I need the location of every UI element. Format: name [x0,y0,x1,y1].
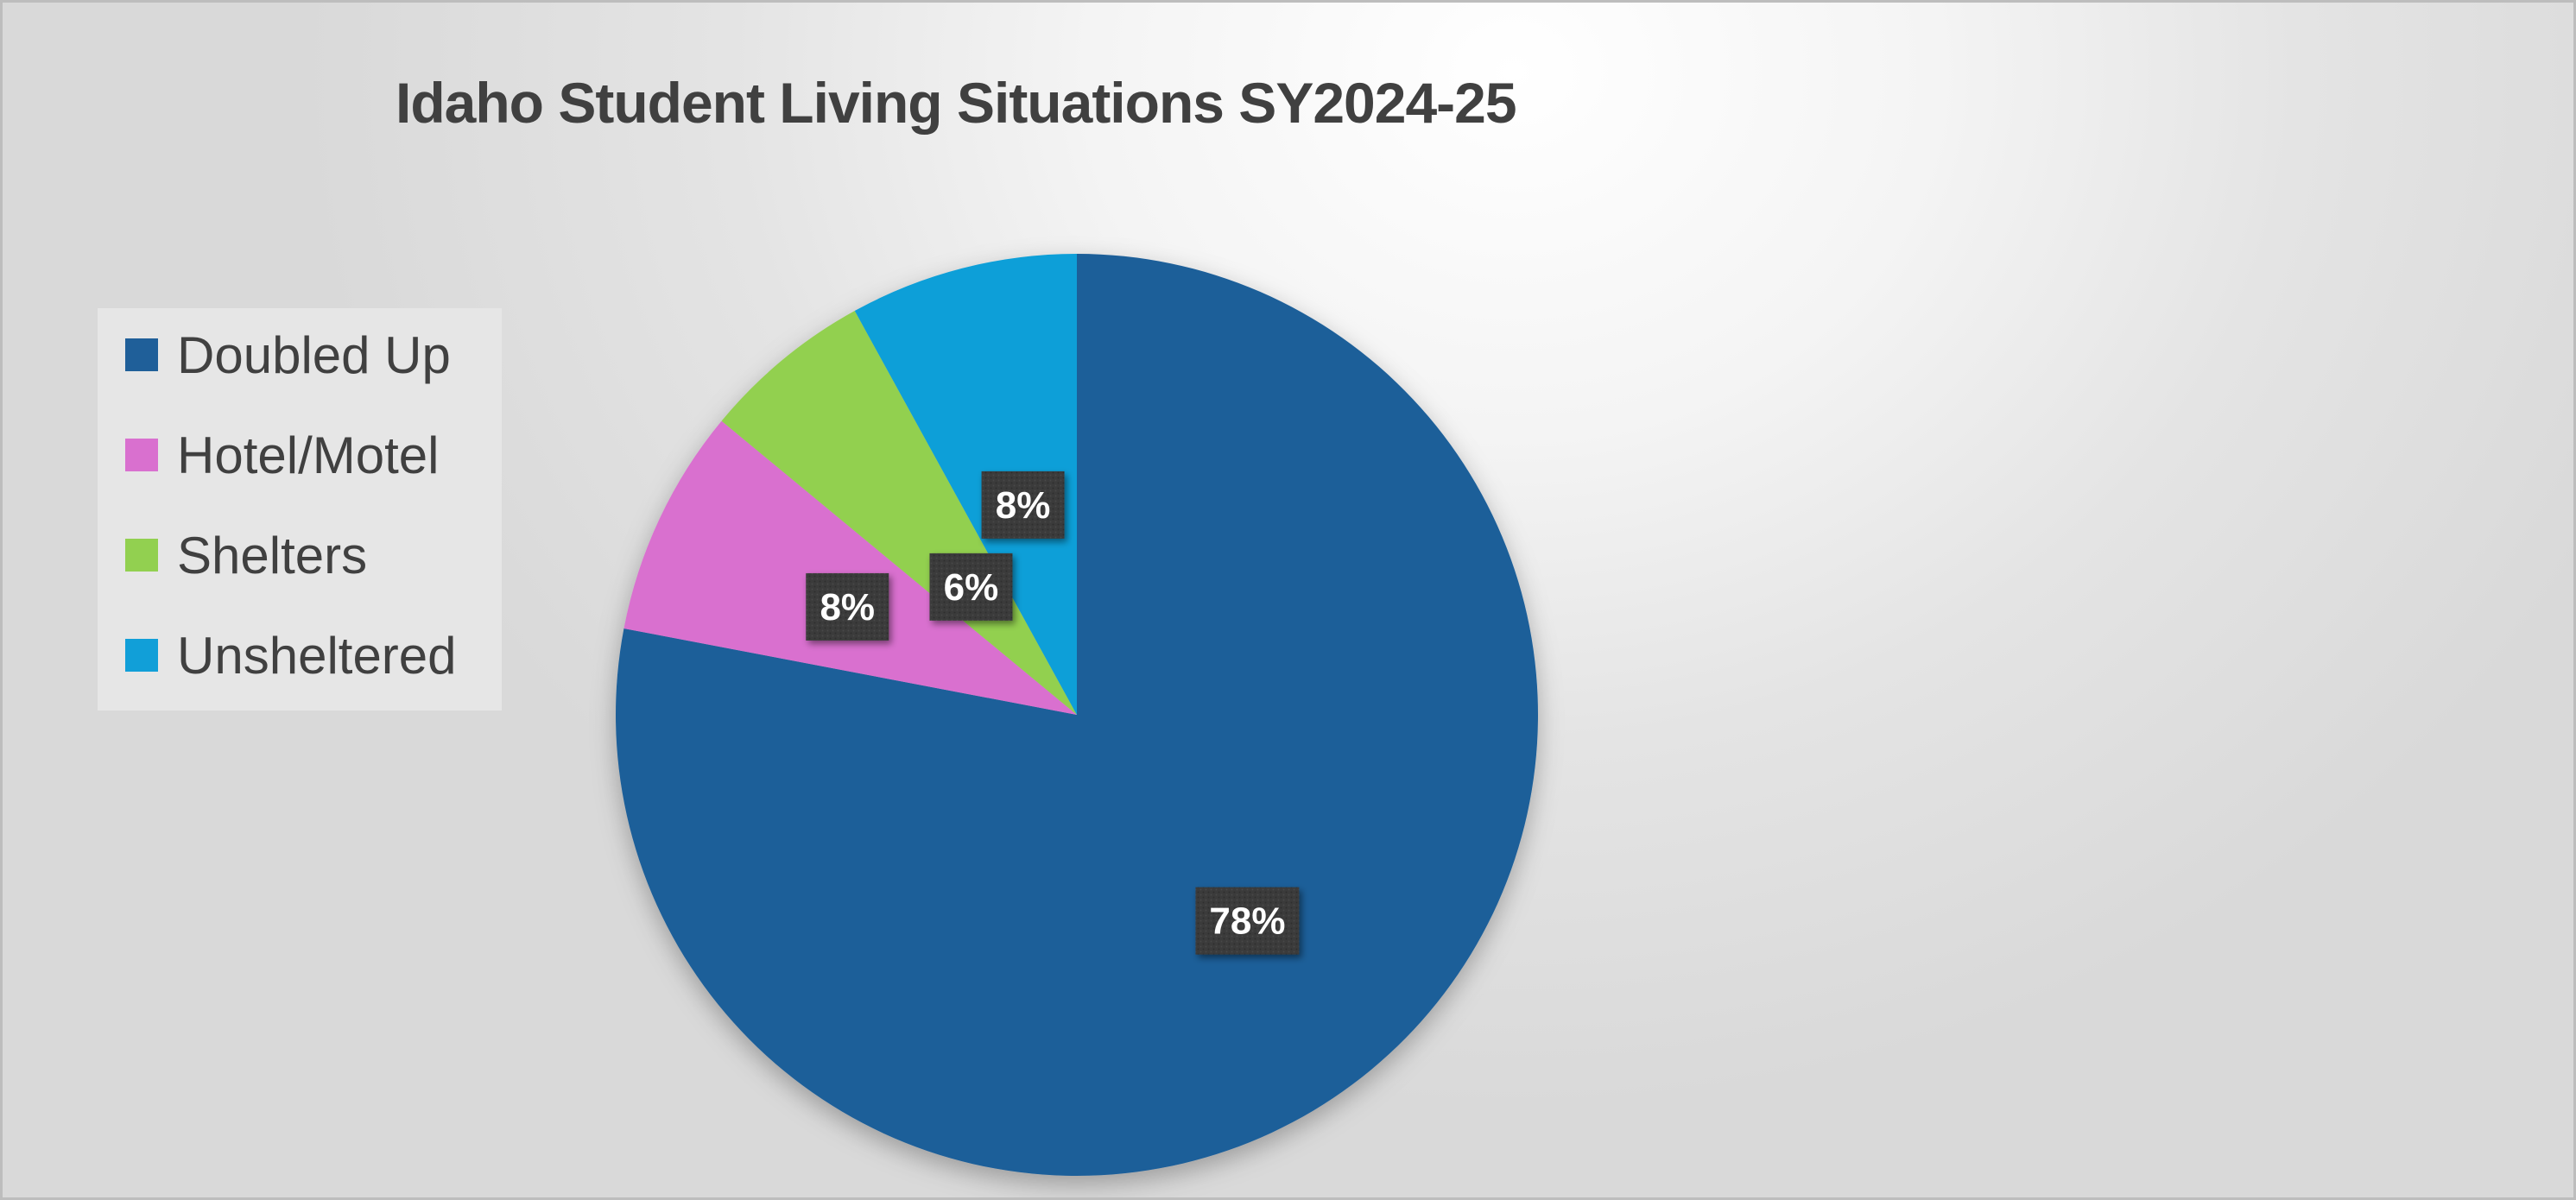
pie-slice-hotel-motel [623,420,1077,715]
data-label-text: 78% [1209,900,1285,943]
legend-label: Shelters [177,526,368,584]
legend-swatch [125,338,158,371]
data-label-box [806,572,889,641]
data-label-text: 8% [996,484,1051,527]
pie-chart: 78% 8% 6% 8% [616,254,1538,1176]
legend-item-unsheltered: Unsheltered [125,621,457,690]
legend-item-doubled-up: Doubled Up [125,320,451,389]
data-label-hotel-motel: 8% [806,572,889,641]
legend-label: Unsheltered [177,626,457,685]
legend-label: Hotel/Motel [177,426,440,484]
data-label-doubled-up: 78% [1195,887,1300,955]
legend-swatch [125,639,158,672]
data-label-box [981,471,1065,539]
pie-slice-unsheltered [854,254,1077,715]
data-label-box [929,553,1013,621]
data-label-text: 6% [944,566,999,609]
data-label-shelters: 6% [929,553,1013,621]
legend: Doubled Up Hotel/Motel Shelters Unsheltered [98,308,502,711]
legend-item-hotel-motel: Hotel/Motel [125,420,439,489]
data-label-text: 8% [820,586,875,628]
legend-item-shelters: Shelters [125,521,367,590]
legend-swatch [125,539,158,572]
data-label-box [1195,887,1300,955]
data-label-unsheltered: 8% [981,471,1065,539]
legend-swatch [125,439,158,471]
legend-label: Doubled Up [177,325,451,384]
chart-title: Idaho Student Living Situations SY2024-2… [396,71,1517,135]
